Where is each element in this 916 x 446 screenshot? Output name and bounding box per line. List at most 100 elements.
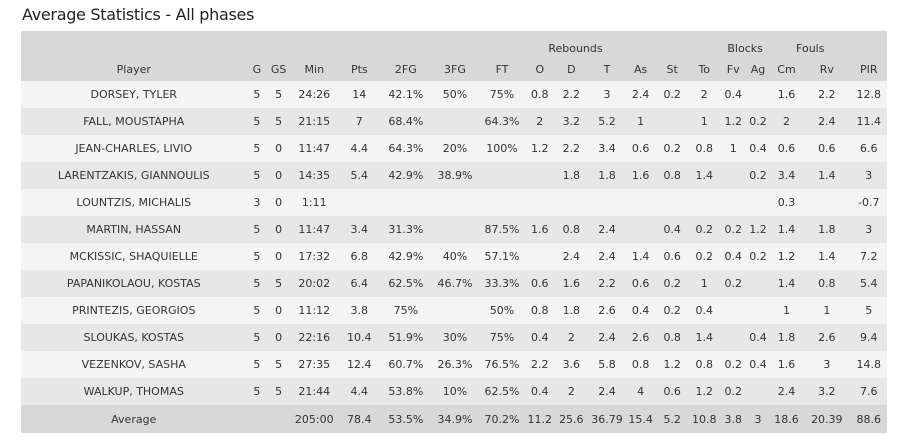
stat-cell: 7: [338, 108, 380, 135]
stat-cell: 20%: [431, 135, 479, 162]
stat-cell: [478, 162, 526, 189]
stat-cell: 5: [246, 270, 268, 297]
player-name-cell[interactable]: DORSEY, TYLER: [21, 81, 247, 108]
stat-cell: 4: [625, 378, 657, 405]
player-name-cell[interactable]: PRINTEZIS, GEORGIOS: [21, 297, 247, 324]
column-header[interactable]: Rv: [803, 57, 851, 81]
stat-cell: [688, 189, 721, 216]
column-header[interactable]: T: [588, 57, 626, 81]
stat-cell: 1: [769, 297, 804, 324]
column-header[interactable]: St: [656, 57, 689, 81]
player-name-cell[interactable]: JEAN-CHARLES, LIVIO: [21, 135, 247, 162]
table-row: LARENTZAKIS, GIANNOULIS 5 0 14:35 5.4 42.9% 38…: [21, 162, 887, 189]
column-header[interactable]: 3FG: [431, 57, 479, 81]
column-header[interactable]: GS: [267, 57, 290, 81]
player-name-cell[interactable]: LOUNTZIS, MICHALIS: [21, 189, 247, 216]
stat-cell: 1.4: [769, 270, 804, 297]
stat-cell: 6.6: [850, 135, 887, 162]
stat-cell: 0.2: [720, 378, 747, 405]
stat-cell: 0: [267, 243, 290, 270]
stat-cell: 0.2: [656, 81, 689, 108]
average-cell: 10.8: [688, 405, 721, 433]
player-name-cell[interactable]: SLOUKAS, KOSTAS: [21, 324, 247, 351]
stat-cell: 0.6: [625, 135, 657, 162]
stat-cell: 6.8: [338, 243, 380, 270]
column-header[interactable]: FT: [478, 57, 526, 81]
column-header[interactable]: O: [525, 57, 554, 81]
stat-cell: 12.4: [338, 351, 380, 378]
stat-cell: 1.2: [656, 351, 689, 378]
stat-cell: 3.4: [769, 162, 804, 189]
stat-cell: 2.2: [588, 270, 626, 297]
stat-cell: [746, 189, 770, 216]
stat-cell: 0.2: [720, 216, 747, 243]
table-row: DORSEY, TYLER 5 5 24:26 14 42.1% 50% 75% 0.8 2.2 3…: [21, 81, 887, 108]
stat-cell: 50%: [478, 297, 526, 324]
stat-cell: 75%: [478, 324, 526, 351]
stat-cell: 3.8: [338, 297, 380, 324]
stat-cell: 40%: [431, 243, 479, 270]
player-name-cell[interactable]: MARTIN, HASSAN: [21, 216, 247, 243]
column-header[interactable]: As: [625, 57, 657, 81]
stat-cell: 3: [246, 189, 268, 216]
stat-cell: 1.2: [720, 108, 747, 135]
player-name-cell[interactable]: VEZENKOV, SASHA: [21, 351, 247, 378]
column-header[interactable]: PIR: [850, 57, 887, 81]
stat-cell: 0: [267, 135, 290, 162]
stat-cell: 21:15: [289, 108, 339, 135]
stat-cell: 75%: [379, 297, 432, 324]
stat-cell: 3: [803, 351, 851, 378]
stat-cell: 1.4: [769, 216, 804, 243]
stat-cell: 1.6: [525, 216, 554, 243]
stat-cell: 0.2: [720, 351, 747, 378]
stat-cell: 3: [588, 81, 626, 108]
stat-cell: 12.8: [850, 81, 887, 108]
column-header[interactable]: To: [688, 57, 721, 81]
player-name-cell[interactable]: MCKISSIC, SHAQUIELLE: [21, 243, 247, 270]
stat-cell: 3.4: [338, 216, 380, 243]
stat-cell: 0.4: [688, 297, 721, 324]
stat-cell: 1.2: [688, 378, 721, 405]
column-header[interactable]: 2FG: [379, 57, 432, 81]
blocks-group-header: Blocks: [720, 31, 770, 57]
stat-cell: [720, 297, 747, 324]
stat-cell: 27:35: [289, 351, 339, 378]
stat-cell: 0.2: [688, 243, 721, 270]
player-name-cell[interactable]: FALL, MOUSTAPHA: [21, 108, 247, 135]
table-row: VEZENKOV, SASHA 5 5 27:35 12.4 60.7% 26.3% 76.5…: [21, 351, 887, 378]
stat-cell: 5.4: [338, 162, 380, 189]
stat-cell: 2: [525, 108, 554, 135]
player-name-cell[interactable]: PAPANIKOLAOU, KOSTAS: [21, 270, 247, 297]
stat-cell: 2.4: [769, 378, 804, 405]
stat-cell: 2: [553, 378, 589, 405]
stat-cell: [431, 108, 479, 135]
column-header[interactable]: Pts: [338, 57, 380, 81]
stat-cell: 42.1%: [379, 81, 432, 108]
page-title: Average Statistics - All phases: [22, 5, 255, 24]
stat-cell: 0: [267, 216, 290, 243]
stat-cell: 6.4: [338, 270, 380, 297]
column-header[interactable]: Cm: [769, 57, 804, 81]
player-name-cell[interactable]: LARENTZAKIS, GIANNOULIS: [21, 162, 247, 189]
column-header[interactable]: Player: [21, 57, 247, 81]
column-header[interactable]: D: [553, 57, 589, 81]
column-header[interactable]: G: [246, 57, 268, 81]
stat-cell: [625, 216, 657, 243]
stat-cell: 1.4: [803, 243, 851, 270]
column-header[interactable]: Fv: [720, 57, 747, 81]
stat-cell: 0.2: [656, 270, 689, 297]
average-cell: 15.4: [625, 405, 657, 433]
stat-cell: 1: [688, 108, 721, 135]
stat-cell: 14:35: [289, 162, 339, 189]
column-header[interactable]: Min: [289, 57, 339, 81]
stat-cell: [431, 216, 479, 243]
stat-cell: 0.4: [746, 351, 770, 378]
stat-cell: 2.6: [588, 297, 626, 324]
stat-cell: 1: [720, 135, 747, 162]
column-header[interactable]: Ag: [746, 57, 770, 81]
player-name-cell[interactable]: WALKUP, THOMAS: [21, 378, 247, 405]
average-cell: 78.4: [338, 405, 380, 433]
stat-cell: 0.6: [656, 378, 689, 405]
stat-cell: 5: [246, 324, 268, 351]
stat-cell: 0.6: [656, 243, 689, 270]
